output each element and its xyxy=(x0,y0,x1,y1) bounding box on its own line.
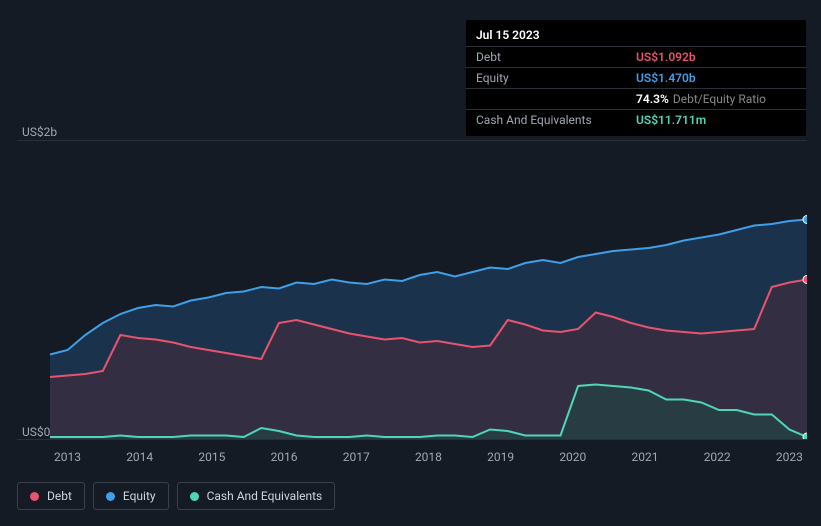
legend-label: Debt xyxy=(47,489,72,503)
y-axis-max-label: US$2b xyxy=(22,125,57,139)
legend-item-equity[interactable]: Equity xyxy=(93,482,169,510)
tooltip-value: US$11.711m xyxy=(636,113,796,127)
tooltip-value: US$1.470b xyxy=(636,71,796,85)
series-end-marker xyxy=(803,276,807,284)
x-tick: 2017 xyxy=(343,450,370,470)
tooltip-row: Cash And EquivalentsUS$11.711m xyxy=(466,109,806,130)
x-tick: 2015 xyxy=(198,450,225,470)
tooltip-row: DebtUS$1.092b xyxy=(466,46,806,67)
tooltip-label: Equity xyxy=(476,71,636,85)
legend-item-debt[interactable]: Debt xyxy=(17,482,85,510)
legend-dot-icon xyxy=(30,492,39,501)
tooltip-label: Debt xyxy=(476,50,636,64)
legend-label: Cash And Equivalents xyxy=(207,489,323,503)
chart-tooltip: Jul 15 2023 DebtUS$1.092bEquityUS$1.470b… xyxy=(466,20,806,136)
x-tick: 2022 xyxy=(704,450,731,470)
legend-item-cash-and-equivalents[interactable]: Cash And Equivalents xyxy=(177,482,336,510)
tooltip-value: US$1.092b xyxy=(636,50,796,64)
tooltip-row: 74.3%Debt/Equity Ratio xyxy=(466,88,806,109)
legend-dot-icon xyxy=(190,492,199,501)
chart-legend: Debt Equity Cash And Equivalents xyxy=(17,482,335,510)
x-tick: 2020 xyxy=(559,450,586,470)
x-axis: 2013 2014 2015 2016 2017 2018 2019 2020 2021 2022… xyxy=(50,450,807,470)
series-end-marker xyxy=(803,216,807,224)
area-chart xyxy=(17,140,807,440)
tooltip-suffix: Debt/Equity Ratio xyxy=(673,92,766,106)
x-tick: 2018 xyxy=(415,450,442,470)
x-tick: 2019 xyxy=(487,450,514,470)
legend-label: Equity xyxy=(123,489,156,503)
x-tick: 2016 xyxy=(271,450,298,470)
x-tick: 2021 xyxy=(632,450,659,470)
legend-dot-icon xyxy=(106,492,115,501)
tooltip-value: 74.3%Debt/Equity Ratio xyxy=(636,92,796,106)
tooltip-label xyxy=(476,92,636,106)
tooltip-row: EquityUS$1.470b xyxy=(466,67,806,88)
x-tick: 2023 xyxy=(776,450,803,470)
tooltip-date: Jul 15 2023 xyxy=(466,26,806,46)
tooltip-label: Cash And Equivalents xyxy=(476,113,636,127)
x-tick: 2014 xyxy=(126,450,153,470)
x-tick: 2013 xyxy=(54,450,81,470)
